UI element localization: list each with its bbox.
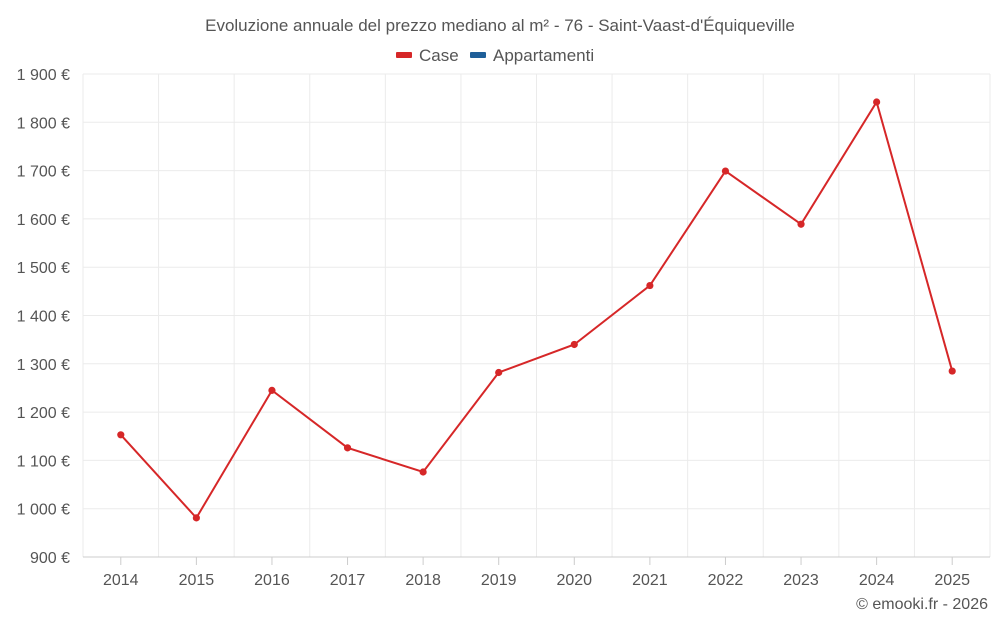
y-tick-label: 1 400 € — [17, 309, 70, 326]
data-point[interactable] — [117, 431, 125, 439]
data-point[interactable] — [192, 514, 200, 522]
x-tick-label: 2025 — [934, 572, 970, 589]
y-tick-label: 1 100 € — [17, 453, 70, 470]
x-tick-label: 2017 — [330, 572, 366, 589]
x-tick-label: 2020 — [556, 572, 592, 589]
x-tick-label: 2023 — [783, 572, 819, 589]
x-tick-label: 2016 — [254, 572, 290, 589]
y-tick-label: 1 800 € — [17, 115, 70, 132]
data-point[interactable] — [419, 468, 427, 476]
legend-label-appartamenti: Appartamenti — [493, 46, 594, 65]
y-tick-label: 1 200 € — [17, 405, 70, 422]
x-tick-label: 2021 — [632, 572, 668, 589]
legend-swatch-case — [396, 52, 412, 58]
legend-item-case[interactable]: Case — [396, 46, 459, 65]
chart-title: Evoluzione annuale del prezzo mediano al… — [205, 16, 795, 35]
y-axis-ticks: 900 € 1 000 € 1 100 € 1 200 € 1 300 € 1 400 €… — [17, 67, 70, 567]
y-tick-label: 1 300 € — [17, 357, 70, 374]
x-tick-label: 2022 — [708, 572, 744, 589]
credit-text: © emooki.fr - 2026 — [856, 596, 988, 613]
x-tick-label: 2014 — [103, 572, 139, 589]
series-group — [117, 98, 956, 522]
legend: Case Appartamenti — [396, 46, 594, 65]
y-tick-label: 1 900 € — [17, 67, 70, 84]
data-point[interactable] — [948, 367, 956, 375]
x-tick-label: 2018 — [405, 572, 441, 589]
series-line-case — [120, 99, 954, 520]
legend-item-appartamenti[interactable]: Appartamenti — [470, 46, 594, 65]
legend-label-case: Case — [419, 46, 459, 65]
legend-swatch-appartamenti — [470, 52, 486, 58]
data-point[interactable] — [343, 444, 352, 452]
data-point[interactable] — [873, 98, 881, 106]
y-tick-label: 900 € — [30, 550, 70, 567]
data-point[interactable] — [268, 386, 276, 394]
data-point[interactable] — [721, 167, 730, 175]
y-tick-label: 1 700 € — [17, 164, 70, 181]
y-tick-label: 1 600 € — [17, 212, 70, 229]
y-tick-label: 1 000 € — [17, 502, 70, 519]
data-point[interactable] — [495, 368, 503, 377]
x-tick-label: 2015 — [179, 572, 215, 589]
data-point[interactable] — [570, 340, 578, 349]
x-tick-label: 2024 — [859, 572, 895, 589]
x-tick-label: 2019 — [481, 572, 517, 589]
data-point[interactable] — [797, 220, 805, 228]
data-point[interactable] — [646, 281, 654, 290]
x-axis-ticks: 2014 2015 2016 2017 2018 2019 2020 2021 2022 2023… — [103, 557, 970, 589]
y-tick-label: 1 500 € — [17, 260, 70, 277]
